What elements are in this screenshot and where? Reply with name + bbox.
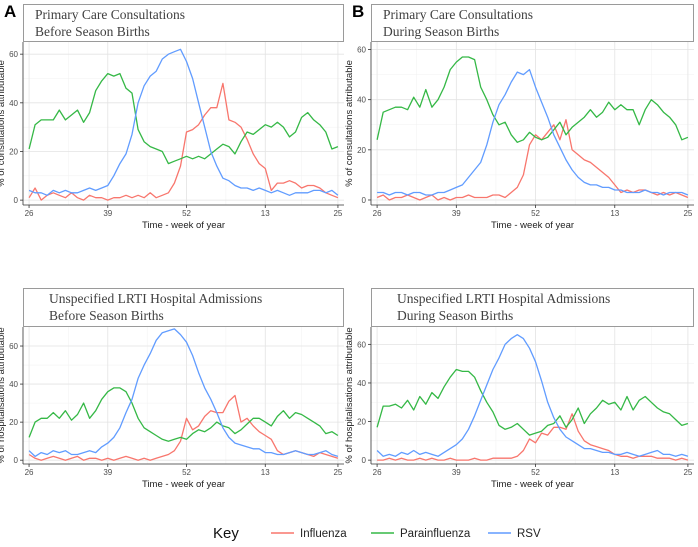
series-line-influenza xyxy=(376,119,689,201)
x-tick-label: 13 xyxy=(610,468,619,477)
series-line-parainfluenza xyxy=(28,72,339,165)
x-tick-label: 26 xyxy=(25,209,34,218)
chart-panel-2: B Primary Care Consultations During Season… xyxy=(344,2,694,231)
series-line-parainfluenza xyxy=(376,368,689,436)
y-tick-label: 20 xyxy=(9,147,18,156)
chart-title: Primary Care Consultations During Season … xyxy=(383,7,533,39)
x-tick-label: 26 xyxy=(373,468,382,477)
x-tick-label: 13 xyxy=(610,209,619,218)
chart-title: Unspecified LRTI Hospital Admissions Duri… xyxy=(397,291,610,323)
chart-title: Primary Care Consultations Before Season … xyxy=(35,7,185,39)
y-tick-label: 40 xyxy=(9,99,18,108)
y-tick-label: 40 xyxy=(357,96,366,105)
x-tick-label: 52 xyxy=(182,209,191,218)
chart-title: Unspecified LRTI Hospital Admissions Befo… xyxy=(49,291,262,323)
series-line-parainfluenza xyxy=(28,387,339,442)
series-line-influenza xyxy=(377,413,689,461)
facet-strip xyxy=(23,4,344,42)
facet-strip xyxy=(371,288,694,327)
series-line-influenza xyxy=(28,82,339,201)
plot-area xyxy=(371,327,694,464)
x-tick-label: 25 xyxy=(333,468,342,477)
chart-panel-1: A Primary Care Consultations Before Season… xyxy=(0,2,344,231)
facet-strip xyxy=(23,288,344,327)
series-line-parainfluenza xyxy=(376,56,689,143)
series-line-rsv xyxy=(28,328,339,458)
y-tick-label: 0 xyxy=(362,196,367,205)
legend-label: Influenza xyxy=(300,528,347,540)
y-tick-label: 60 xyxy=(357,340,366,349)
y-tick-label: 0 xyxy=(14,196,19,205)
y-axis-title: % of hospitalisations attributable xyxy=(344,327,355,463)
x-tick-label: 39 xyxy=(103,468,112,477)
legend-label: RSV xyxy=(517,528,541,540)
chart-panel-4: Unspecified LRTI Hospital Admissions Duri… xyxy=(344,288,694,490)
legend-label: Parainfluenza xyxy=(400,528,471,540)
x-tick-label: 52 xyxy=(531,209,540,218)
panel-letter: A xyxy=(4,2,16,21)
y-tick-label: 40 xyxy=(357,379,366,388)
plot-area xyxy=(23,327,344,464)
x-tick-label: 39 xyxy=(452,468,461,477)
y-tick-label: 20 xyxy=(357,146,366,155)
x-tick-label: 13 xyxy=(261,209,270,218)
y-tick-label: 60 xyxy=(357,46,366,55)
x-tick-label: 25 xyxy=(683,468,692,477)
y-axis-title: % of hospitalisations attributable xyxy=(0,327,7,463)
facet-strip xyxy=(371,4,694,42)
legend-title: Key xyxy=(213,525,239,542)
legend: Key Influenza Parainfluenza RSV xyxy=(213,525,541,542)
x-tick-label: 26 xyxy=(373,209,382,218)
y-tick-label: 60 xyxy=(9,50,18,59)
y-tick-label: 0 xyxy=(362,456,367,465)
panel-letter: B xyxy=(352,2,364,21)
x-axis-title: Time - week of year xyxy=(491,479,574,490)
x-tick-label: 39 xyxy=(452,209,461,218)
x-axis-title: Time - week of year xyxy=(491,220,574,231)
legend-entry-rsv: RSV xyxy=(488,528,541,540)
series-line-rsv xyxy=(376,334,689,457)
x-tick-label: 52 xyxy=(531,468,540,477)
x-axis-title: Time - week of year xyxy=(142,479,225,490)
y-tick-label: 20 xyxy=(357,418,366,427)
legend-entry-parainfluenza: Parainfluenza xyxy=(371,528,471,540)
x-tick-label: 25 xyxy=(683,209,692,218)
plot-area xyxy=(371,42,694,205)
y-tick-label: 40 xyxy=(9,380,18,389)
y-axis-title: % of consultations attributable xyxy=(344,60,355,187)
y-tick-label: 0 xyxy=(14,456,19,465)
chart-panel-3: Unspecified LRTI Hospital Admissions Befo… xyxy=(0,288,344,490)
x-tick-label: 25 xyxy=(333,209,342,218)
series-line-rsv xyxy=(28,48,339,196)
y-tick-label: 60 xyxy=(9,342,18,351)
series-line-rsv xyxy=(377,68,689,196)
x-axis-title: Time - week of year xyxy=(142,220,225,231)
y-axis-title: % of consultations attributable xyxy=(0,60,7,187)
x-tick-label: 52 xyxy=(182,468,191,477)
x-tick-label: 13 xyxy=(261,468,270,477)
plot-area xyxy=(23,42,344,205)
legend-entry-influenza: Influenza xyxy=(271,528,347,540)
x-tick-label: 39 xyxy=(103,209,112,218)
x-tick-label: 26 xyxy=(25,468,34,477)
y-tick-label: 20 xyxy=(9,418,18,427)
